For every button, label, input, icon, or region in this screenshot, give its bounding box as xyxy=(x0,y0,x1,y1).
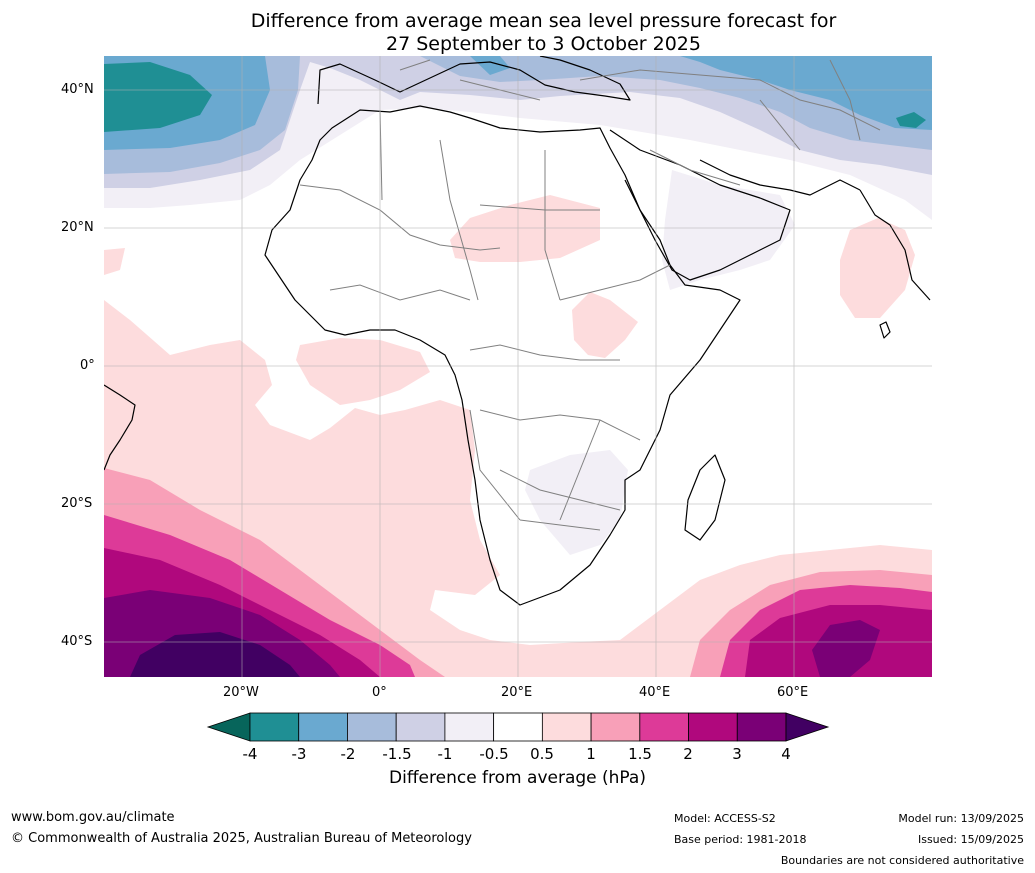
colorbar-box xyxy=(347,712,397,742)
footer-base-period: Base period: 1981-2018 xyxy=(674,833,807,846)
colorbar-box xyxy=(395,712,446,742)
lat-label-20s: 20°S xyxy=(61,496,93,511)
colorbar-box xyxy=(590,712,641,742)
footer-model-run: Model run: 13/09/2025 xyxy=(898,812,1024,825)
footer-disclaimer: Boundaries are not considered authoritat… xyxy=(780,854,1024,867)
colorbar xyxy=(206,712,830,742)
sri-lanka-coastline xyxy=(879,321,891,339)
map-title-line2: 27 September to 3 October 2025 xyxy=(386,33,701,55)
footer-copyright: © Commonwealth of Australia 2025, Austra… xyxy=(11,831,472,846)
band-plus-0-5-india xyxy=(840,218,915,318)
lon-label-40e: 40°E xyxy=(639,685,671,700)
lat-label-40n: 40°N xyxy=(61,82,94,97)
band-plus-4-south xyxy=(130,632,300,677)
map-title-line1: Difference from average mean sea level p… xyxy=(250,10,837,32)
lat-label-40s: 40°S xyxy=(61,634,93,649)
colorbar-tick: -2 xyxy=(340,745,356,763)
lon-label-0: 0° xyxy=(372,685,387,700)
footer-model: Model: ACCESS-S2 xyxy=(674,812,776,825)
band-minus-0-5-arabia xyxy=(662,170,795,290)
colorbar-extend-high xyxy=(785,712,830,742)
lon-label-20w: 20°W xyxy=(223,685,259,700)
colorbar-tick: 0.5 xyxy=(530,745,554,763)
india-coastline xyxy=(859,189,931,301)
africa-coastline xyxy=(264,105,741,606)
colorbar-label: Difference from average (hPa) xyxy=(389,768,646,788)
madagascar-coastline xyxy=(684,454,726,541)
footer-website[interactable]: www.bom.gov.au/climate xyxy=(11,810,175,825)
colorbar-box xyxy=(639,712,689,742)
colorbar-tick: -3 xyxy=(291,745,307,763)
europe-coastline xyxy=(317,56,631,105)
band-minus-0-5-southern-africa xyxy=(525,450,628,555)
colorbar-tick: -0.5 xyxy=(479,745,509,763)
band-minus-2-north xyxy=(104,56,932,150)
colorbar-box xyxy=(298,712,348,742)
band-plus-2-south xyxy=(104,548,932,677)
country-borders xyxy=(299,59,881,531)
lon-label-60e: 60°E xyxy=(777,685,809,700)
colorbar-tick: 4 xyxy=(781,745,791,763)
colorbar-tick: 1 xyxy=(586,745,596,763)
graticule xyxy=(104,56,932,677)
lat-label-0: 0° xyxy=(80,358,95,373)
colorbar-tick: -1 xyxy=(437,745,453,763)
colorbar-box xyxy=(736,712,787,742)
colorbar-tick: 3 xyxy=(732,745,742,763)
south-america-coastline xyxy=(104,384,136,471)
colorbar-tick: -1.5 xyxy=(382,745,412,763)
band-minus-3-himalaya xyxy=(896,112,926,128)
footer-issued: Issued: 15/09/2025 xyxy=(917,833,1024,846)
colorbar-box xyxy=(493,712,543,742)
colorbar-extend-low xyxy=(206,712,251,742)
band-plus-0-5-west xyxy=(104,248,125,275)
band-plus-3-south xyxy=(104,590,880,677)
colorbar-box xyxy=(688,712,738,742)
coastlines xyxy=(104,56,931,606)
persian-gulf-coastline xyxy=(699,159,861,196)
map-field xyxy=(104,56,932,677)
lon-label-20e: 20°E xyxy=(501,685,533,700)
colorbar-box xyxy=(541,712,592,742)
band-plus-0-5-sahara xyxy=(450,195,600,262)
colorbar-tick: 2 xyxy=(683,745,693,763)
band-plus-0-5-ethiopia xyxy=(572,292,638,358)
colorbar-box xyxy=(249,712,300,742)
colorbar-tick: 1.5 xyxy=(628,745,652,763)
lat-label-20n: 20°N xyxy=(61,220,94,235)
colorbar-box xyxy=(444,712,495,742)
colorbar-tick: -4 xyxy=(242,745,258,763)
band-minus-3-north xyxy=(104,62,212,132)
band-minus-1-5-north xyxy=(104,56,932,174)
